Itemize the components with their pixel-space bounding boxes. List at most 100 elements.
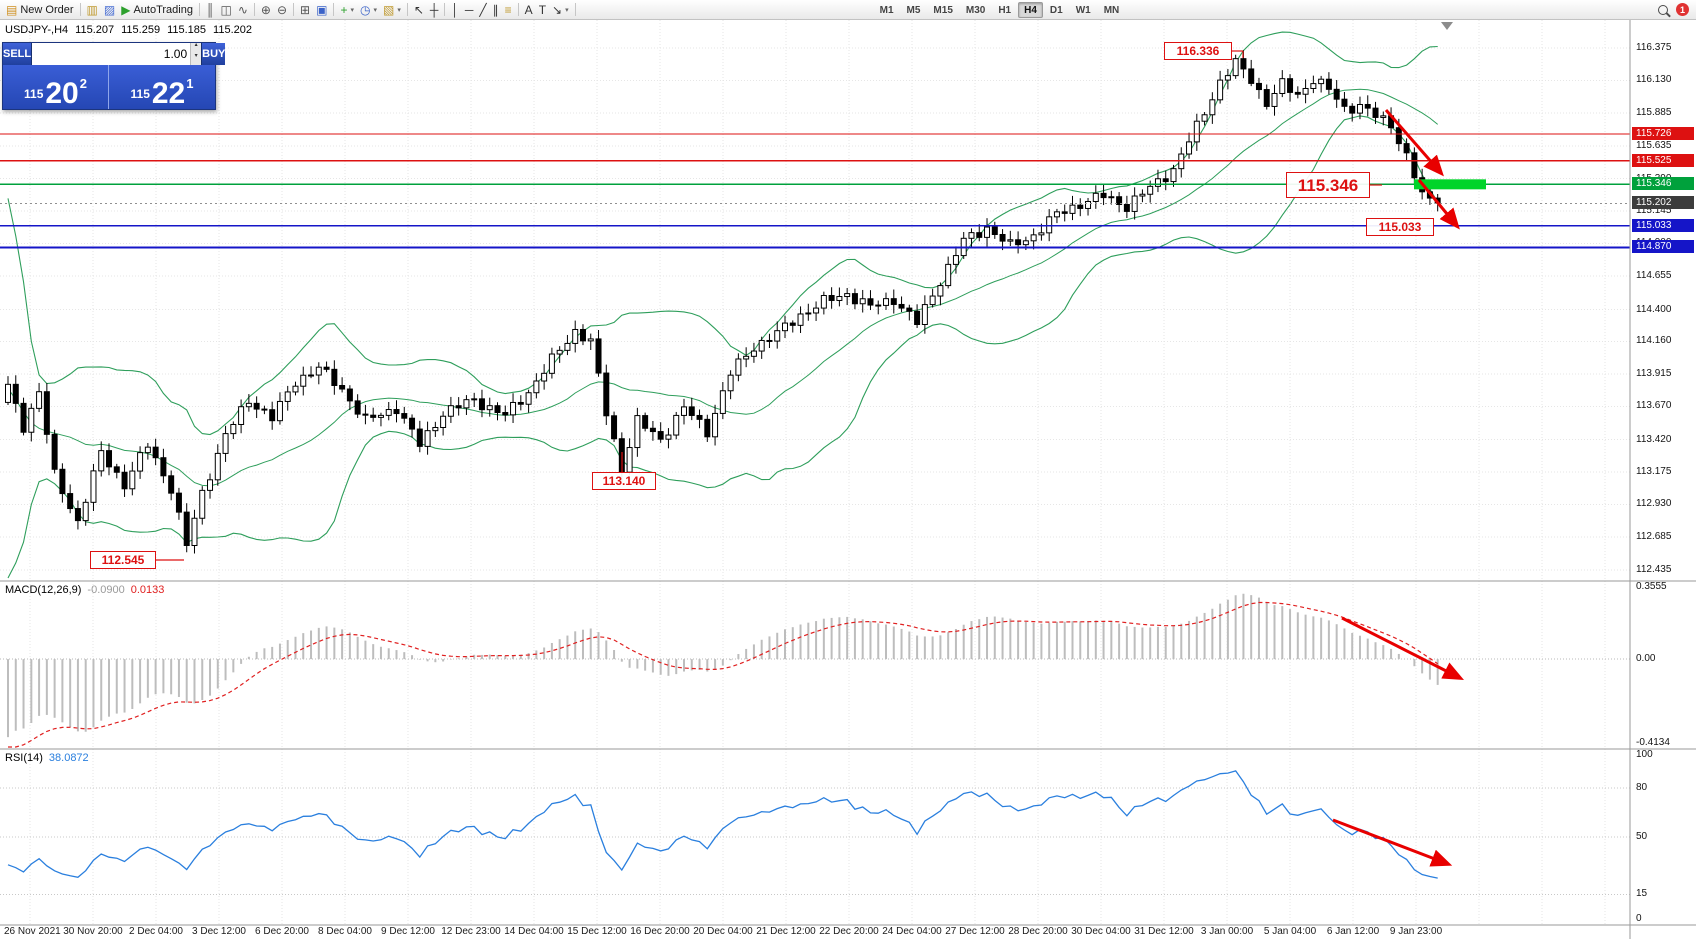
label-icon[interactable]: T [536, 1, 549, 19]
charts-icon: ▥ [86, 2, 98, 17]
shapes-icon[interactable]: ↘ ▾ [549, 1, 572, 19]
channel-icon[interactable]: ∥ [490, 1, 502, 19]
crosshair-icon: ┼ [429, 2, 439, 17]
rsi-name: RSI(14) [5, 752, 43, 764]
time-axis-label: 20 Dec 04:00 [693, 926, 753, 937]
zoom-out-icon[interactable]: ⊖ [274, 1, 290, 19]
sell-price-pip: 2 [79, 76, 87, 91]
toolbar-separator [293, 3, 295, 16]
arrange-windows-icon[interactable]: ▣ [313, 1, 330, 19]
one-click-trading-panel: SELL ▴ ▾ BUY 115 20 2 115 22 1 [2, 42, 226, 110]
rsi-pane-label: RSI(14) 38.0872 [5, 752, 89, 764]
sell-button[interactable]: SELL [3, 43, 32, 65]
timeframe-m15[interactable]: M15 [933, 4, 953, 16]
time-axis-label: 31 Dec 12:00 [1134, 926, 1194, 937]
zoom-out-icon: ⊖ [276, 2, 288, 17]
charts-icon[interactable]: ▥ [84, 1, 101, 19]
sell-price-prefix: 115 [24, 87, 44, 101]
channel-icon: ∥ [492, 2, 499, 17]
zoom-in-icon[interactable]: ⊕ [258, 1, 274, 19]
arrange-windows-icon: ▣ [316, 2, 328, 17]
macd-name: MACD(12,26,9) [5, 584, 82, 596]
tile-windows-icon: ⊞ [300, 2, 311, 17]
crosshair-icon[interactable]: ┼ [427, 1, 442, 19]
period-icon[interactable]: ◷ ▾ [357, 1, 380, 19]
buy-price-prefix: 115 [130, 87, 150, 101]
time-axis-label: 9 Jan 23:00 [1389, 926, 1443, 937]
toolbar-separator [198, 3, 200, 16]
timeframe-w1[interactable]: W1 [1075, 4, 1091, 16]
timeframe-m30[interactable]: M30 [965, 4, 986, 16]
volume-stepper: ▴ ▾ [190, 42, 202, 65]
rsi-value: 38.0872 [48, 752, 89, 764]
timeframe-d1[interactable]: D1 [1049, 4, 1063, 16]
toolbar-separator [333, 3, 335, 16]
new-order-button[interactable]: ▤ New Order [3, 1, 77, 19]
time-axis-label: 30 Nov 20:00 [63, 926, 123, 937]
timeframe-h1[interactable]: H1 [998, 4, 1012, 16]
macd-pane-label: MACD(12,26,9) -0.0900 0.0133 [5, 584, 164, 596]
toolbar-separator [517, 3, 519, 16]
candlestick-chart-icon[interactable]: ◫ [218, 1, 235, 19]
time-axis-label: 22 Dec 20:00 [819, 926, 879, 937]
dropdown-caret-icon: ▾ [350, 6, 354, 14]
macd-main-value: -0.0900 [87, 584, 125, 596]
profiles-icon: ▨ [103, 2, 116, 17]
cursor-icon[interactable]: ↖ [411, 1, 427, 19]
buy-button[interactable]: BUY [202, 43, 226, 65]
timeframe-mn[interactable]: MN [1103, 4, 1120, 16]
open-value: 115.207 [75, 24, 115, 36]
buy-price-big: 22 [151, 76, 186, 110]
tile-windows-icon[interactable]: ⊞ [297, 1, 313, 19]
volume-decrease-icon[interactable]: ▾ [191, 53, 202, 65]
time-axis-label: 8 Dec 04:00 [318, 926, 372, 937]
horizontal-line-icon[interactable]: ─ [462, 1, 477, 19]
toolbar-separator [574, 3, 576, 16]
fibonacci-icon[interactable]: ≡ [502, 1, 515, 19]
toolbar-separator [444, 3, 446, 16]
volume-increase-icon[interactable]: ▴ [191, 42, 202, 54]
autotrading-button-icon: ▶ [121, 2, 131, 17]
time-axis-label: 15 Dec 12:00 [567, 926, 627, 937]
volume-input[interactable] [32, 43, 191, 65]
buy-price[interactable]: 115 22 1 [109, 65, 215, 109]
add-indicator-icon[interactable]: + ▾ [337, 1, 357, 19]
autotrading-button[interactable]: ▶ AutoTrading [118, 1, 196, 19]
line-chart-icon[interactable]: ∿ [235, 1, 251, 19]
bar-chart-icon: ║ [205, 2, 215, 17]
horizontal-line-icon: ─ [464, 2, 474, 17]
timeframe-h4[interactable]: H4 [1018, 1, 1043, 18]
bar-chart-icon[interactable]: ║ [203, 1, 218, 19]
period-icon: ◷ [359, 2, 371, 17]
time-axis-label: 6 Jan 12:00 [1326, 926, 1380, 937]
label-icon: T [538, 2, 547, 17]
timeframe-m1[interactable]: M1 [879, 4, 894, 16]
fibonacci-icon: ≡ [504, 2, 512, 17]
zoom-in-icon: ⊕ [260, 2, 271, 17]
autotrading-button-label: AutoTrading [133, 3, 193, 16]
new-order-button-label: New Order [20, 3, 74, 16]
time-axis-label: 9 Dec 12:00 [381, 926, 435, 937]
toolbar-right-group: 1 [1658, 3, 1693, 16]
vertical-line-icon[interactable]: │ [448, 1, 462, 19]
notification-badge[interactable]: 1 [1676, 3, 1689, 16]
text-icon: A [524, 2, 533, 17]
sell-price[interactable]: 115 20 2 [3, 65, 109, 109]
trendline-icon[interactable]: ╱ [476, 1, 489, 19]
text-icon[interactable]: A [522, 1, 536, 19]
volume-field: ▴ ▾ [31, 42, 203, 65]
new-order-button-icon: ▤ [6, 2, 18, 17]
search-icon[interactable] [1658, 4, 1668, 15]
cursor-icon: ↖ [413, 2, 424, 17]
template-icon[interactable]: ▧ ▾ [380, 1, 404, 19]
timeframe-m5[interactable]: M5 [906, 4, 921, 16]
candlestick-chart-icon: ◫ [220, 2, 232, 17]
time-axis-label: 24 Dec 04:00 [882, 926, 942, 937]
sell-price-big: 20 [45, 76, 79, 110]
template-icon: ▧ [382, 2, 395, 17]
profiles-icon[interactable]: ▨ [101, 1, 118, 19]
close-value: 115.202 [213, 24, 252, 36]
toolbar-separator [79, 3, 81, 16]
